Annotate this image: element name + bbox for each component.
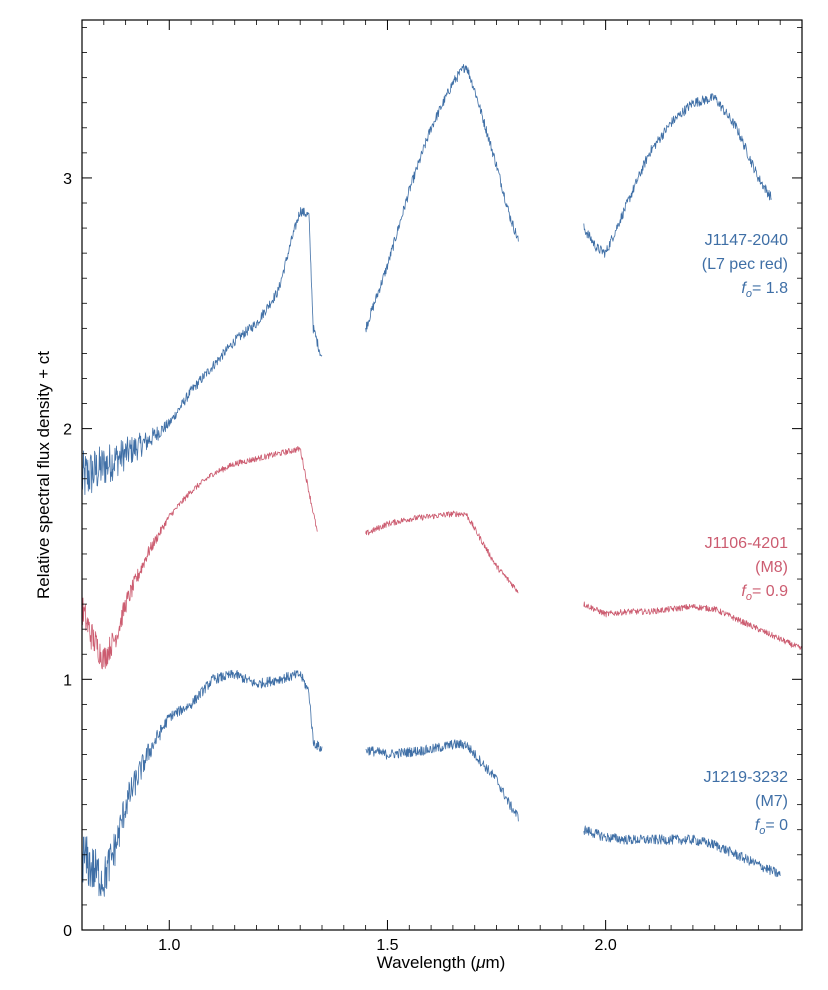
series-line-2-segment-3: [583, 601, 803, 651]
series-f0-label: fo= 0: [755, 817, 788, 837]
y-tick-label: 1: [63, 672, 72, 689]
series-line-1-segment-2: [365, 64, 519, 333]
series-layer: [81, 64, 803, 897]
plot-frame: [81, 19, 803, 931]
y-axis-label: Relative spectral flux density + ct: [34, 351, 53, 599]
x-axis-label: Wavelength (μm): [377, 953, 506, 972]
series-line-1-segment-3: [583, 93, 772, 258]
x-tick-label: 1.0: [158, 937, 180, 954]
series-subtype-label: (L7 pec red): [702, 256, 788, 273]
series-subtype-label: (M7): [755, 793, 788, 810]
y-tick-label: 3: [63, 171, 72, 188]
series-annotation: J1106-4201 (M8) fo= 0.9: [705, 535, 788, 603]
series-J1106-4201: [81, 446, 803, 670]
series-name-label: J1147-2040: [705, 232, 788, 249]
series-line-3-segment-3: [583, 825, 781, 878]
series-line-3-segment-1: [81, 669, 323, 897]
series-f0-label: fo= 0.9: [741, 583, 788, 603]
series-annotation: J1219-3232 (M7) fo= 0: [703, 769, 788, 837]
x-tick-label: 1.5: [376, 937, 398, 954]
ticks-layer: 1.0 1.5 2.0 0 1 2 3: [63, 20, 803, 954]
series-line-2-segment-1: [81, 446, 318, 670]
series-annotation: J1147-2040 (L7 pec red) fo= 1.8: [702, 232, 788, 300]
series-line-3-segment-2: [365, 739, 519, 822]
y-tick-label: 2: [63, 422, 72, 439]
x-tick-label: 2.0: [595, 937, 617, 954]
y-tick-label: 0: [63, 923, 72, 940]
series-line-2-segment-2: [365, 510, 519, 594]
series-name-label: J1106-4201: [705, 535, 788, 552]
series-subtype-label: (M8): [755, 559, 788, 576]
series-f0-label: fo= 1.8: [741, 280, 788, 300]
series-line-1-segment-1: [81, 207, 323, 496]
series-J1147-2040: [81, 64, 772, 496]
series-name-label: J1219-3232: [703, 769, 788, 786]
series-J1219-3232: [81, 669, 781, 897]
